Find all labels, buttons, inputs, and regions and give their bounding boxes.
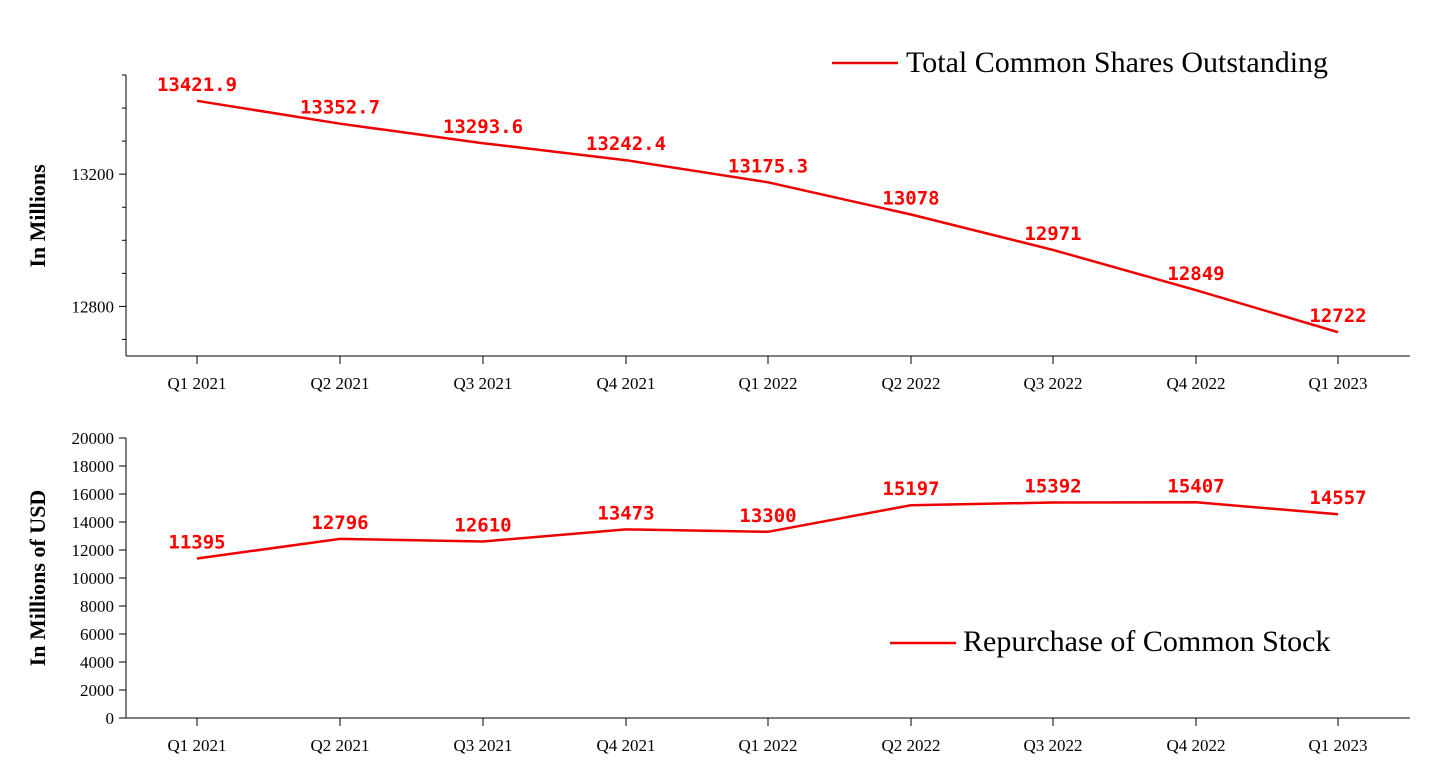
bottom-y-axis-label: In Millions of USD	[25, 490, 50, 667]
top-x-tick-label: Q2 2022	[881, 374, 940, 393]
bottom-data-label: 15392	[1024, 476, 1081, 498]
top-data-label: 13078	[882, 188, 939, 210]
bottom-y-tick-label: 16000	[72, 485, 115, 504]
repurchase-chart: In Millions of USD Repurchase of Common …	[25, 429, 1410, 755]
bottom-x-tick-label: Q1 2023	[1308, 736, 1367, 755]
top-legend-label: Total Common Shares Outstanding	[906, 46, 1328, 79]
top-data-label: 13175.3	[728, 155, 808, 177]
bottom-y-tick-label: 12000	[72, 541, 115, 560]
top-x-tick-label: Q1 2022	[738, 374, 797, 393]
top-x-tick-label: Q1 2021	[167, 374, 226, 393]
top-x-tick-label: Q1 2023	[1308, 374, 1367, 393]
top-y-tick-label: 13200	[72, 165, 115, 184]
bottom-y-tick-label: 10000	[72, 569, 115, 588]
bottom-data-label: 15197	[882, 478, 939, 500]
top-data-label: 13242.4	[586, 133, 666, 155]
bottom-data-label: 13473	[597, 502, 654, 524]
bottom-x-tick-label: Q3 2021	[453, 736, 512, 755]
bottom-x-tick-label: Q1 2021	[167, 736, 226, 755]
top-x-tick-label: Q4 2021	[596, 374, 655, 393]
top-y-tick-label: 12800	[72, 297, 115, 316]
bottom-y-tick-label: 6000	[80, 625, 114, 644]
top-series-line	[196, 99, 1339, 334]
bottom-x-tick-label: Q2 2022	[881, 736, 940, 755]
top-data-label: 13352.7	[300, 97, 380, 119]
bottom-x-tick-label: Q3 2022	[1023, 736, 1082, 755]
top-x-tick-label: Q2 2021	[310, 374, 369, 393]
top-x-tick-label: Q4 2022	[1166, 374, 1225, 393]
bottom-x-tick-label: Q4 2022	[1166, 736, 1225, 755]
top-data-label: 13293.6	[443, 116, 523, 138]
bottom-series-line	[196, 501, 1339, 560]
bottom-x-tick-label: Q2 2021	[310, 736, 369, 755]
top-data-label: 12849	[1167, 263, 1224, 285]
top-x-tick-label: Q3 2022	[1023, 374, 1082, 393]
bottom-legend-label: Repurchase of Common Stock	[963, 625, 1330, 658]
bottom-y-tick-label: 18000	[72, 457, 115, 476]
bottom-y-tick-label: 20000	[72, 429, 115, 448]
bottom-y-tick-label: 14000	[72, 513, 115, 532]
bottom-x-tick-label: Q4 2021	[596, 736, 655, 755]
shares-outstanding-chart: In Millions Total Common Shares Outstand…	[25, 46, 1410, 393]
bottom-data-label: 12796	[311, 512, 368, 534]
bottom-y-tick-label: 4000	[80, 653, 114, 672]
top-data-label: 13421.9	[157, 74, 237, 96]
bottom-y-tick-label: 2000	[80, 681, 114, 700]
bottom-data-label: 12610	[454, 514, 511, 536]
bottom-data-label: 11395	[168, 531, 225, 553]
bottom-y-tick-label: 8000	[80, 597, 114, 616]
top-data-label: 12722	[1309, 305, 1366, 327]
top-x-tick-label: Q3 2021	[453, 374, 512, 393]
bottom-data-label: 13300	[739, 505, 796, 527]
bottom-x-tick-label: Q1 2022	[738, 736, 797, 755]
bottom-data-label: 14557	[1309, 487, 1366, 509]
bottom-data-label: 15407	[1167, 475, 1224, 497]
top-data-label: 12971	[1024, 223, 1081, 245]
top-y-axis-label: In Millions	[25, 164, 50, 268]
bottom-y-tick-label: 0	[106, 709, 115, 728]
